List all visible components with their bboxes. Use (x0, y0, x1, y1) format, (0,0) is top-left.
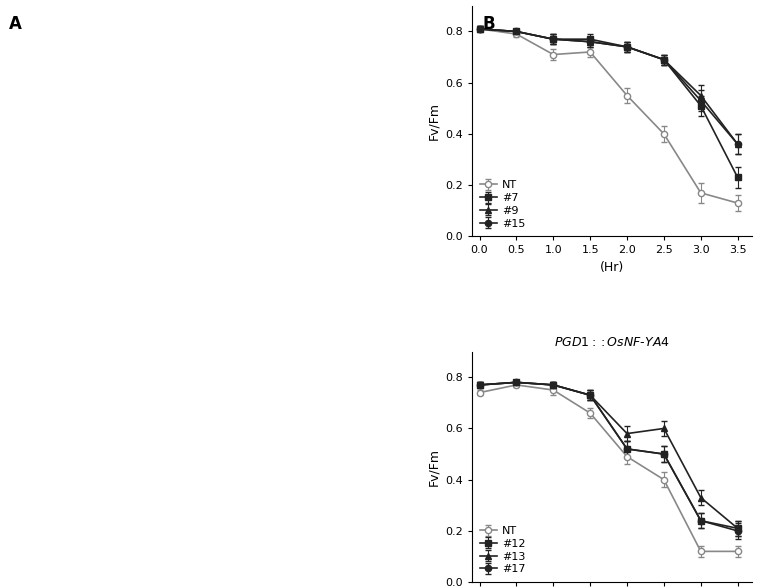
X-axis label: (Hr): (Hr) (600, 261, 625, 274)
Text: A: A (9, 15, 22, 33)
Legend: NT, #7, #9, #15: NT, #7, #9, #15 (478, 178, 527, 231)
Text: B: B (483, 15, 496, 33)
Title: $\mathit{PGD1::OsNF}$-$\mathit{YA7}$: $\mathit{PGD1::OsNF}$-$\mathit{YA7}$ (555, 0, 670, 4)
Y-axis label: Fv/Fm: Fv/Fm (427, 448, 440, 486)
Title: $\mathit{PGD1::OsNF}$-$\mathit{YA4}$: $\mathit{PGD1::OsNF}$-$\mathit{YA4}$ (554, 336, 670, 349)
Legend: NT, #12, #13, #17: NT, #12, #13, #17 (478, 524, 528, 577)
Y-axis label: Fv/Fm: Fv/Fm (427, 102, 440, 140)
